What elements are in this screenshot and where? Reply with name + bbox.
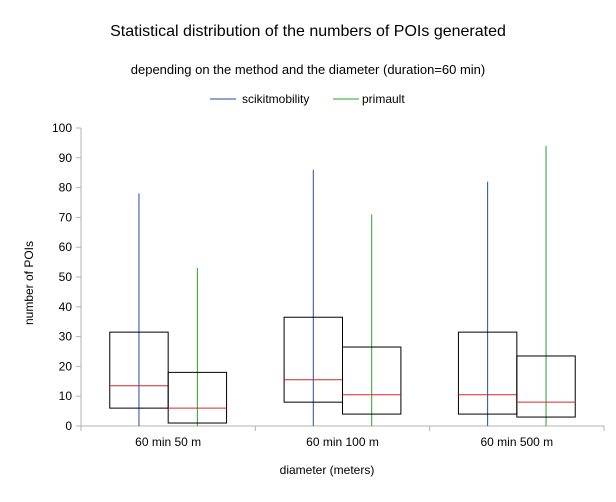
y-tick-label: 100 [52,121,72,135]
y-tick-label: 50 [59,270,73,284]
legend-label-scikitmobility: scikitmobility [242,92,309,106]
chart-subtitle: depending on the method and the diameter… [131,62,486,77]
x-axis-label: diameter (meters) [280,463,375,477]
y-tick-label: 10 [59,389,73,403]
x-tick-label: 60 min 100 m [306,435,379,449]
y-tick-label: 20 [59,359,73,373]
y-tick-label: 80 [59,181,73,195]
y-tick-label: 90 [59,151,73,165]
x-tick-label: 60 min 50 m [135,435,201,449]
y-tick-label: 0 [65,419,72,433]
legend: scikitmobility primault [210,92,405,106]
y-tick-label: 70 [59,210,73,224]
y-axis-label: number of POIs [22,241,36,325]
chart-title: Statistical distribution of the numbers … [110,23,506,40]
y-tick-label: 40 [59,300,73,314]
y-tick-label: 60 [59,240,73,254]
y-tick-label: 30 [59,330,73,344]
x-tick-label: 60 min 500 m [480,435,553,449]
legend-label-primault: primault [362,92,405,106]
plot-area: 0 10 20 30 40 50 60 70 80 90 100 60 min 50 m 60 min … [52,121,604,449]
